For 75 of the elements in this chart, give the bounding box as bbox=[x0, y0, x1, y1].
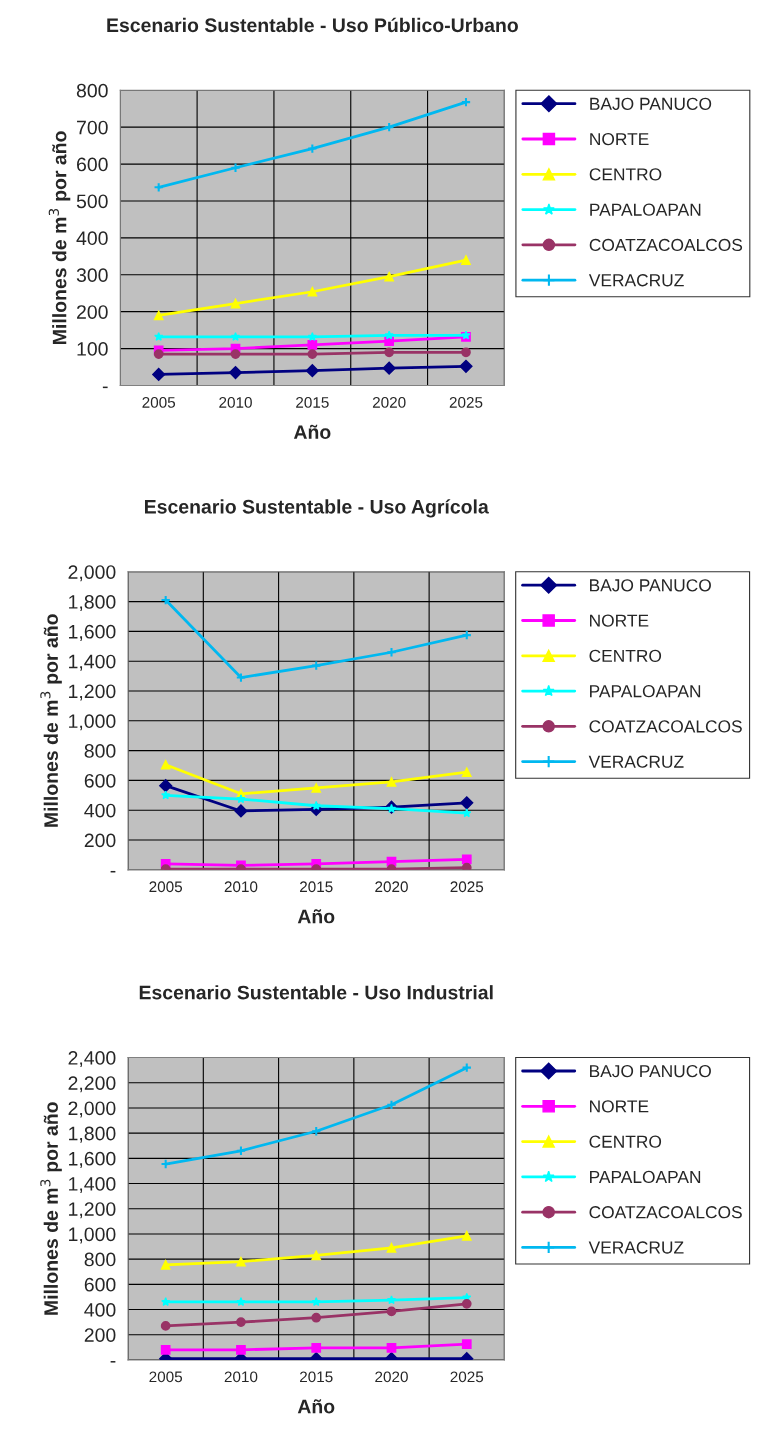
x-tick-label: 2005 bbox=[149, 881, 183, 893]
x-tick-label: 2005 bbox=[142, 396, 176, 408]
legend-label: BAJO PANUCO bbox=[590, 579, 711, 592]
chart-title: Escenario Sustentable - Uso Público-Urbano bbox=[107, 17, 518, 33]
y-tick-label: 800 bbox=[76, 83, 108, 98]
y-tick-label: 1,400 bbox=[69, 1177, 116, 1194]
x-tick-label: 2010 bbox=[219, 396, 252, 408]
y-axis-title: Millones de m$^{3}$ por año bbox=[40, 614, 62, 827]
y-tick-label: 2,200 bbox=[68, 1076, 116, 1093]
x-tick-label: 2010 bbox=[224, 1371, 258, 1383]
x-tick-label: 2020 bbox=[375, 881, 408, 893]
y-tick-label: 1,200 bbox=[69, 684, 116, 701]
x-tick-label: 2020 bbox=[372, 396, 406, 408]
x-tick-label: 2015 bbox=[296, 396, 329, 408]
x-tick-label: 2010 bbox=[224, 881, 258, 893]
y-tick-label: 1,800 bbox=[69, 1126, 116, 1143]
y-tick-label: 2,000 bbox=[68, 1101, 116, 1118]
legend-label: CENTRO bbox=[589, 649, 662, 663]
x-tick-label: 2005 bbox=[149, 1371, 183, 1383]
x-axis-title: Año bbox=[293, 424, 331, 439]
y-tick-label: 800 bbox=[84, 1252, 116, 1267]
y-tick-label: 200 bbox=[77, 305, 108, 319]
y-tick-label: 2,400 bbox=[68, 1051, 116, 1068]
y-tick-label: 600 bbox=[84, 773, 116, 788]
legend-label: PAPALOAPAN bbox=[590, 685, 701, 698]
y-tick-label: 500 bbox=[76, 194, 108, 209]
legend-label: VERACRUZ bbox=[588, 755, 684, 768]
y-tick-label: 400 bbox=[84, 803, 116, 818]
legend-label: PAPALOAPAN bbox=[590, 203, 701, 216]
y-tick-label: 1,200 bbox=[69, 1202, 116, 1219]
y-axis-title: Millones de m$^{3}$ por año bbox=[40, 1102, 62, 1315]
x-tick-label: 2020 bbox=[375, 1371, 408, 1383]
y-tick-label: 700 bbox=[77, 120, 108, 135]
x-tick-label: 2015 bbox=[300, 881, 333, 893]
chart-title: Escenario Sustentable - Uso Industrial bbox=[139, 985, 493, 1000]
y-tick-label: 800 bbox=[84, 744, 116, 758]
x-axis-title: Año bbox=[297, 1399, 335, 1414]
legend-label: BAJO PANUCO bbox=[590, 97, 712, 110]
legend-label: PAPALOAPAN bbox=[590, 1170, 701, 1184]
chart-title: Escenario Sustentable - Uso Agrícola bbox=[145, 499, 489, 518]
y-tick-label: 1,600 bbox=[69, 1151, 116, 1168]
legend-label: VERACRUZ bbox=[588, 1241, 684, 1254]
x-tick-label: 2025 bbox=[450, 1371, 484, 1383]
legend-label: VERACRUZ bbox=[588, 274, 684, 287]
y-tick-label: 1,000 bbox=[69, 1227, 116, 1244]
legend-label: NORTE bbox=[590, 1100, 649, 1113]
y-tick-label: 100 bbox=[77, 342, 108, 356]
legend-label: CENTRO bbox=[589, 1135, 662, 1148]
y-tick-label: - bbox=[110, 1361, 116, 1363]
y-tick-label: 400 bbox=[84, 1302, 116, 1317]
y-tick-label: 200 bbox=[84, 833, 116, 848]
y-tick-label: 600 bbox=[77, 157, 108, 172]
y-axis-title: Millones de m$^{3}$ por año bbox=[48, 131, 71, 344]
y-tick-label: 200 bbox=[84, 1328, 116, 1342]
y-tick-label: 2,000 bbox=[68, 565, 116, 582]
y-tick-label: 600 bbox=[84, 1277, 116, 1292]
x-tick-label: 2025 bbox=[450, 881, 484, 893]
y-tick-label: 1,400 bbox=[69, 654, 116, 671]
y-tick-label: 300 bbox=[76, 268, 108, 283]
legend-label: NORTE bbox=[590, 132, 649, 146]
legend-label: COATZACOALCOS bbox=[589, 720, 742, 733]
legend-label: COATZACOALCOS bbox=[589, 1206, 742, 1219]
legend-label: COATZACOALCOS bbox=[589, 238, 743, 252]
legend-label: CENTRO bbox=[589, 168, 662, 181]
y-tick-label: - bbox=[102, 386, 108, 389]
x-axis-title: Año bbox=[297, 909, 335, 924]
y-tick-label: - bbox=[110, 870, 116, 873]
legend-label: BAJO PANUCO bbox=[590, 1064, 711, 1078]
x-tick-label: 2025 bbox=[449, 396, 483, 408]
y-tick-label: 1,000 bbox=[69, 714, 116, 731]
y-tick-label: 1,800 bbox=[69, 595, 116, 612]
y-tick-label: 400 bbox=[76, 231, 108, 246]
legend-label: NORTE bbox=[590, 614, 649, 627]
y-tick-label: 1,600 bbox=[69, 624, 116, 641]
x-tick-label: 2015 bbox=[300, 1371, 333, 1383]
